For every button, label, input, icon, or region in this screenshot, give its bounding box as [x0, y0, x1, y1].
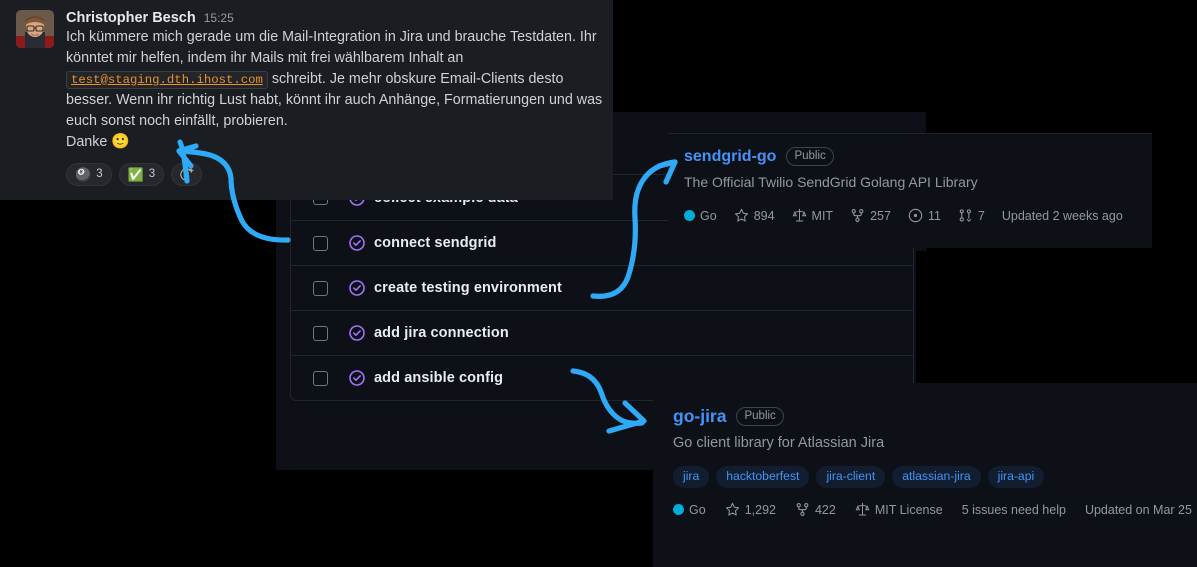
repo-topic-list: jira hacktoberfest jira-client atlassian… [673, 466, 1197, 488]
repo-forks[interactable]: 422 [795, 502, 836, 517]
issue-closed-completed-icon [349, 325, 365, 341]
repo-pull-requests[interactable]: 7 [958, 208, 985, 223]
black-overlay-region [916, 251, 1197, 383]
repo-name-link[interactable]: sendgrid-go [684, 147, 777, 165]
checkbox-unchecked-icon[interactable] [313, 235, 328, 251]
checkbox-unchecked-icon[interactable] [313, 370, 328, 386]
list-item[interactable]: atlassian-jira [892, 466, 981, 488]
list-item[interactable]: jira-client [816, 466, 886, 488]
checkbox-unchecked-icon[interactable] [313, 280, 328, 296]
reaction-check-mark[interactable]: ✅ 3 [118, 162, 165, 186]
repo-metadata: Go 894 MIT 257 [684, 208, 1152, 223]
repo-updated-label: Updated on Mar 25 [1084, 502, 1192, 517]
repo-card-sendgrid-go: sendgrid-go Public The Official Twilio S… [668, 133, 1152, 248]
table-row[interactable]: create testing environment [291, 265, 913, 310]
message-text: Ich kümmere mich gerade um die Mail-Inte… [66, 27, 603, 153]
repo-issues[interactable]: 11 [908, 208, 941, 223]
repo-name-link[interactable]: go-jira [673, 406, 727, 426]
pull-request-icon [959, 209, 971, 222]
repo-metadata: Go 1,292 422 MIT License 5 issu [673, 502, 1197, 517]
star-icon [725, 502, 739, 516]
message-text-part-1: Ich kümmere mich gerade um die Mail-Inte… [66, 29, 597, 66]
go-language-dot-icon [684, 210, 695, 221]
license-label: MIT [811, 208, 834, 223]
issue-closed-completed-icon [349, 280, 365, 296]
add-reaction-icon [180, 167, 194, 181]
issue-closed-completed-icon [349, 235, 365, 251]
repo-language: Go [684, 209, 717, 223]
law-scale-icon [855, 502, 870, 516]
task-title: create testing environment [374, 280, 562, 296]
issue-opened-icon [908, 208, 923, 223]
fork-icon [851, 209, 864, 222]
add-reaction-button[interactable] [171, 162, 203, 186]
message-text-part-2: schreibt. Je mehr obskure Email-Clients … [66, 70, 603, 130]
repo-header: sendgrid-go Public [684, 147, 1152, 166]
repo-forks[interactable]: 257 [850, 208, 891, 223]
message-author[interactable]: Christopher Besch [66, 10, 196, 26]
repo-updated: Updated 2 weeks ago [1002, 209, 1123, 223]
avatar[interactable] [16, 10, 54, 48]
repo-updated-label: Updated 2 weeks ago [1001, 208, 1123, 223]
repo-language-label: Go [700, 208, 717, 223]
star-icon [734, 208, 748, 222]
white-check-mark-emoji: ✅ [127, 166, 144, 182]
repo-stars[interactable]: 894 [734, 208, 775, 223]
status-badge: Public [786, 147, 834, 166]
task-title: add ansible config [374, 370, 504, 386]
list-item[interactable]: jira-api [987, 466, 1045, 488]
list-item[interactable]: jira [673, 466, 710, 488]
fork-count: 257 [870, 208, 891, 223]
repo-updated: Updated on Mar 25 [1085, 503, 1192, 517]
repo-header: go-jira Public [673, 406, 1197, 427]
help-wanted-label: 5 issues need help [961, 502, 1066, 517]
checkbox-unchecked-icon[interactable] [313, 325, 328, 341]
issue-count: 11 [927, 208, 941, 223]
user-photo-avatar-icon [16, 10, 54, 48]
fork-count: 422 [814, 502, 836, 517]
message-timestamp: 15:25 [203, 11, 234, 25]
email-link[interactable]: test@staging.dth.ihost.com [66, 70, 268, 89]
issue-closed-completed-icon [349, 370, 365, 386]
smiley-emoji: 🙂 [111, 132, 130, 150]
law-scale-icon [792, 208, 806, 222]
bowling-ten-emoji: 🎱 [75, 166, 92, 182]
repo-language: Go [673, 503, 706, 517]
message-text-part-3: Danke [66, 133, 112, 150]
repo-license: MIT License [855, 502, 943, 517]
repo-stars[interactable]: 1,292 [725, 502, 776, 517]
status-badge: Public [736, 407, 784, 426]
reaction-count: 3 [96, 168, 103, 181]
table-row[interactable]: add ansible config [291, 355, 913, 400]
star-count: 1,292 [744, 502, 776, 517]
slack-message-window: Christopher Besch 15:25 Ich kümmere mich… [0, 0, 613, 200]
repo-description: Go client library for Atlassian Jira [673, 435, 885, 451]
repo-help-wanted[interactable]: 5 issues need help [962, 503, 1066, 517]
table-row[interactable]: add jira connection [291, 310, 913, 355]
pull-request-count: 7 [977, 208, 985, 223]
task-title: connect sendgrid [374, 235, 497, 251]
repo-description: The Official Twilio SendGrid Golang API … [684, 174, 978, 190]
list-item[interactable]: hacktoberfest [716, 466, 810, 488]
star-count: 894 [753, 208, 775, 223]
license-label: MIT License [874, 502, 943, 517]
repo-license: MIT [792, 208, 834, 223]
repo-language-label: Go [689, 502, 706, 517]
reaction-count: 3 [148, 168, 156, 181]
reaction-bar: 🎱 3 ✅ 3 [66, 162, 603, 186]
task-title: add jira connection [374, 325, 509, 341]
fork-icon [796, 503, 809, 516]
go-language-dot-icon [673, 504, 684, 515]
repo-card-go-jira: go-jira Public Go client library for Atl… [653, 383, 1197, 567]
reaction-bowling-ten[interactable]: 🎱 3 [66, 162, 112, 186]
